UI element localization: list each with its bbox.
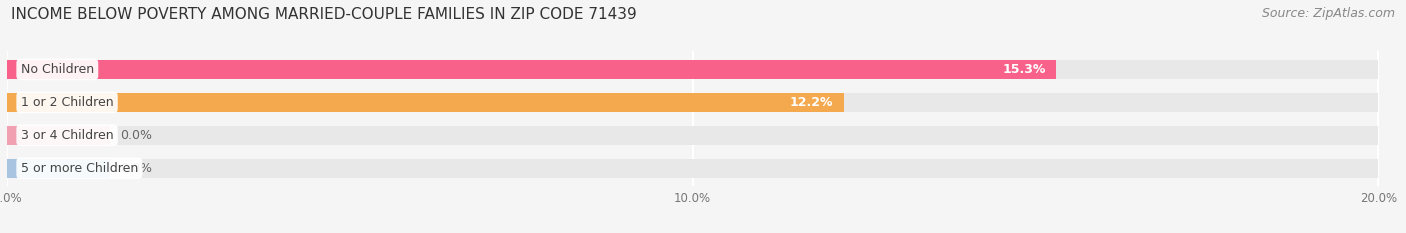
Bar xyxy=(7,159,110,178)
Text: No Children: No Children xyxy=(21,63,94,76)
Text: 15.3%: 15.3% xyxy=(1002,63,1046,76)
Text: 1 or 2 Children: 1 or 2 Children xyxy=(21,96,114,109)
Text: INCOME BELOW POVERTY AMONG MARRIED-COUPLE FAMILIES IN ZIP CODE 71439: INCOME BELOW POVERTY AMONG MARRIED-COUPL… xyxy=(11,7,637,22)
Text: 12.2%: 12.2% xyxy=(790,96,834,109)
Bar xyxy=(7,126,1378,145)
Text: 3 or 4 Children: 3 or 4 Children xyxy=(21,129,114,142)
Bar xyxy=(7,126,110,145)
Text: Source: ZipAtlas.com: Source: ZipAtlas.com xyxy=(1261,7,1395,20)
Text: 5 or more Children: 5 or more Children xyxy=(21,162,138,175)
Bar xyxy=(7,60,1056,79)
Text: 0.0%: 0.0% xyxy=(120,129,152,142)
Bar xyxy=(7,93,844,112)
Text: 0.0%: 0.0% xyxy=(120,162,152,175)
Bar xyxy=(7,159,1378,178)
Bar xyxy=(7,93,1378,112)
Bar xyxy=(7,60,1378,79)
